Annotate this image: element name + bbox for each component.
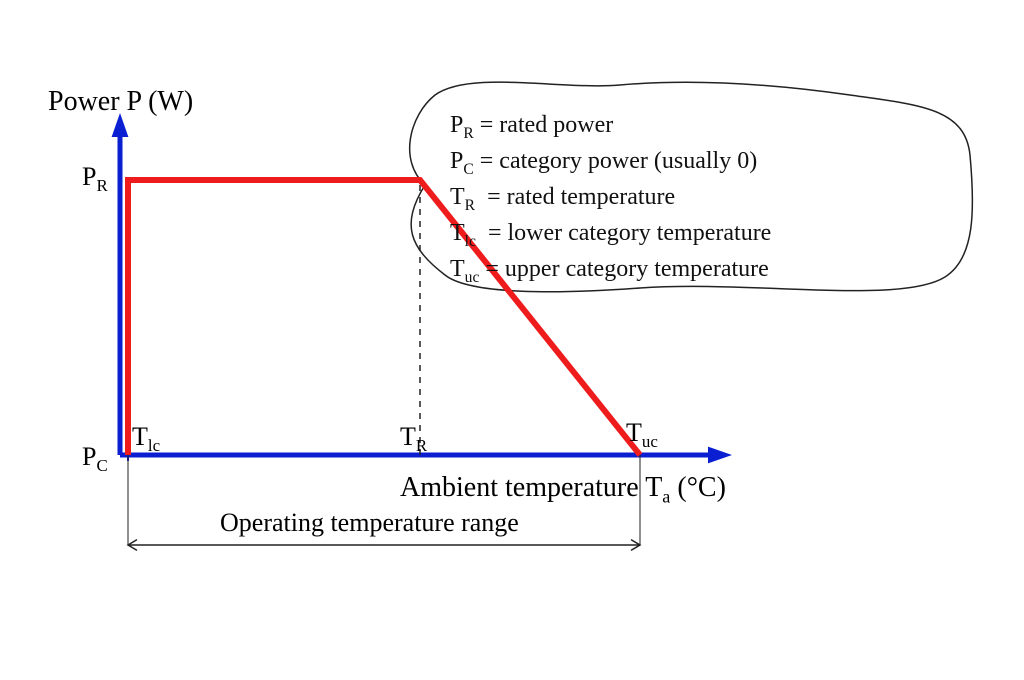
legend-line: Tuc = upper category temperature bbox=[450, 256, 769, 287]
tick-Tuc: Tuc bbox=[626, 418, 658, 452]
tick-PC: PC bbox=[82, 442, 108, 476]
range-label: Operating temperature range bbox=[220, 508, 519, 538]
tick-PR: PR bbox=[82, 162, 108, 196]
x-axis-title: Ambient temperature Ta (°C) bbox=[400, 472, 726, 508]
tick-Tlc: Tlc bbox=[132, 422, 160, 456]
legend-line: TR = rated temperature bbox=[450, 184, 675, 215]
x-axis-title-unit: (°C) bbox=[677, 472, 726, 503]
x-axis-arrow bbox=[708, 447, 732, 464]
y-axis-title: Power P (W) bbox=[48, 86, 193, 118]
tick-TR: TR bbox=[400, 422, 427, 456]
legend-line: PC = category power (usually 0) bbox=[450, 148, 757, 179]
legend-line: Tlc = lower category temperature bbox=[450, 220, 771, 251]
x-axis-title-prefix: Ambient temperature bbox=[400, 472, 645, 503]
legend-line: PR = rated power bbox=[450, 112, 613, 143]
